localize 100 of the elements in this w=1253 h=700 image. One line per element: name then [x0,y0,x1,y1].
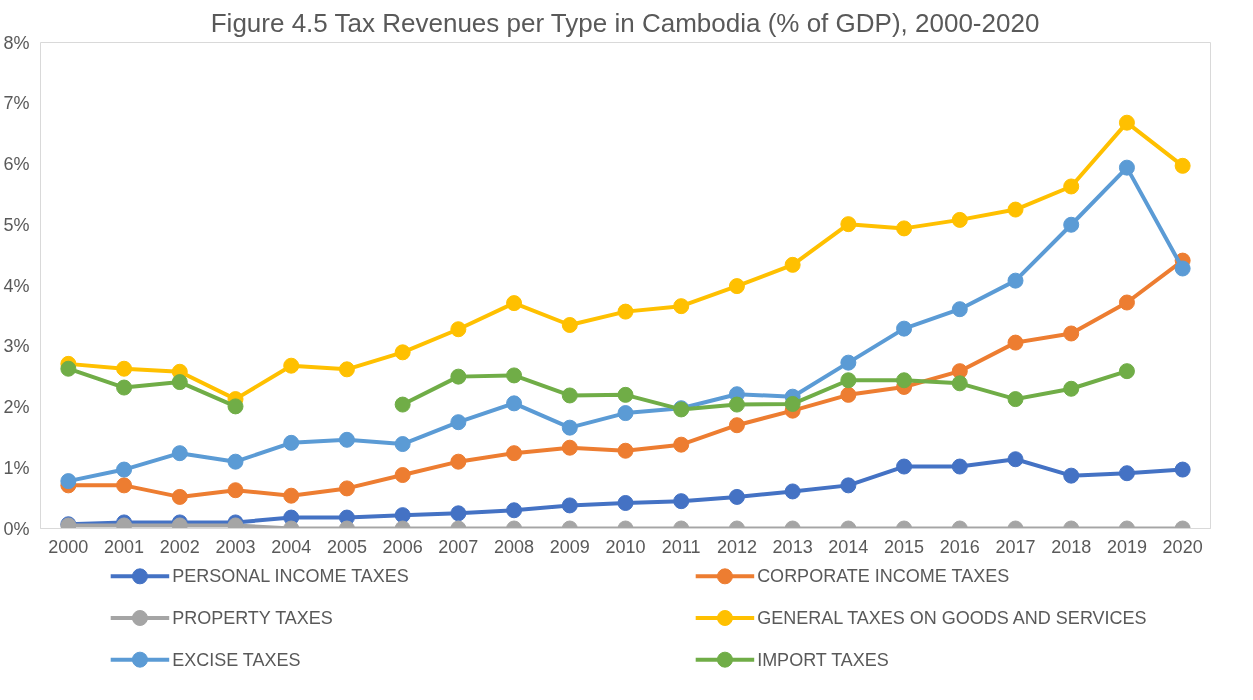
point [617,303,634,320]
point [840,477,857,494]
point [1118,465,1135,482]
x-tick-label: 2008 [494,536,535,557]
point [840,386,857,403]
point [394,467,411,484]
x-tick-label: 2002 [159,536,200,557]
point [784,483,801,500]
x-tick-label: 2003 [215,536,256,557]
point [617,386,634,403]
point [561,439,578,456]
point [1063,216,1080,233]
point [450,453,467,470]
legend-label: PERSONAL INCOME TAXES [172,566,409,587]
point [394,507,411,524]
x-tick-label: 2001 [104,536,145,557]
y-tick-label: 6% [3,154,30,174]
x-tick-label: 2012 [716,536,757,557]
point [506,502,523,519]
x-tick-label: 2011 [661,536,701,557]
legend-label: EXCISE TAXES [172,649,301,670]
point [394,344,411,361]
point [60,473,77,490]
point [1063,325,1080,342]
y-tick-label: 1% [3,457,30,478]
point [1118,114,1135,131]
point [840,354,857,371]
point [227,482,244,499]
x-tick-label: 2004 [271,536,312,557]
point [338,480,355,497]
point [1118,159,1135,176]
point [1118,294,1135,311]
y-tick-label: 8% [3,32,30,53]
point [338,431,355,448]
legend-label: CORPORATE INCOME TAXES [757,566,1010,587]
point [951,458,968,475]
point [1007,201,1024,218]
x-tick-label: 2006 [382,536,423,557]
point [506,295,523,312]
x-tick-label: 2020 [1162,536,1203,557]
point [673,298,690,315]
x-tick-label: 2015 [884,536,925,557]
point [951,375,968,392]
point [617,442,634,459]
point [561,497,578,514]
y-tick-label: 3% [3,336,30,357]
chart-title: Figure 4.5 Tax Revenues per Type in Cambodia (% of GDP), 2000-2020 [210,7,1040,38]
point [1174,461,1191,478]
point [784,395,801,412]
point [728,396,745,413]
point [338,361,355,378]
point [840,372,857,389]
point [728,488,745,505]
point [896,220,913,237]
point [673,493,690,510]
point [673,436,690,453]
point [394,396,411,413]
x-tick-label: 2010 [605,536,646,557]
x-tick-label: 2013 [772,536,813,557]
point [1007,391,1024,408]
x-tick-label: 2016 [939,536,980,557]
point [227,398,244,415]
x-tick-label: 2000 [48,536,89,557]
point [227,453,244,470]
point [116,461,133,478]
point [1007,334,1024,351]
point [283,434,300,451]
x-tick-label: 2007 [438,536,479,557]
point [60,360,77,377]
point [561,419,578,436]
point [1007,451,1024,468]
point [171,488,188,505]
x-tick-label: 2019 [1106,536,1147,557]
x-tick-label: 2018 [1051,536,1092,557]
point [896,320,913,337]
y-tick-label: 7% [3,93,30,114]
point [728,278,745,295]
point [951,211,968,228]
point [561,317,578,333]
point [116,379,133,396]
point [1063,178,1080,195]
point [784,256,801,273]
point [506,445,523,462]
y-tick-label: 4% [3,275,30,296]
point [283,357,300,374]
point [1063,380,1080,397]
point [617,495,634,511]
point [450,368,467,385]
point [450,414,467,431]
point [116,477,133,494]
x-tick-label: 2014 [828,536,869,557]
x-tick-label: 2017 [995,536,1036,557]
point [450,505,467,522]
point [951,301,968,318]
legend-label: IMPORT TAXES [757,649,889,670]
point [1174,260,1191,277]
legend-label: GENERAL TAXES ON GOODS AND SERVICES [757,608,1147,628]
point [171,445,188,462]
point [116,360,133,377]
point [1174,157,1191,174]
